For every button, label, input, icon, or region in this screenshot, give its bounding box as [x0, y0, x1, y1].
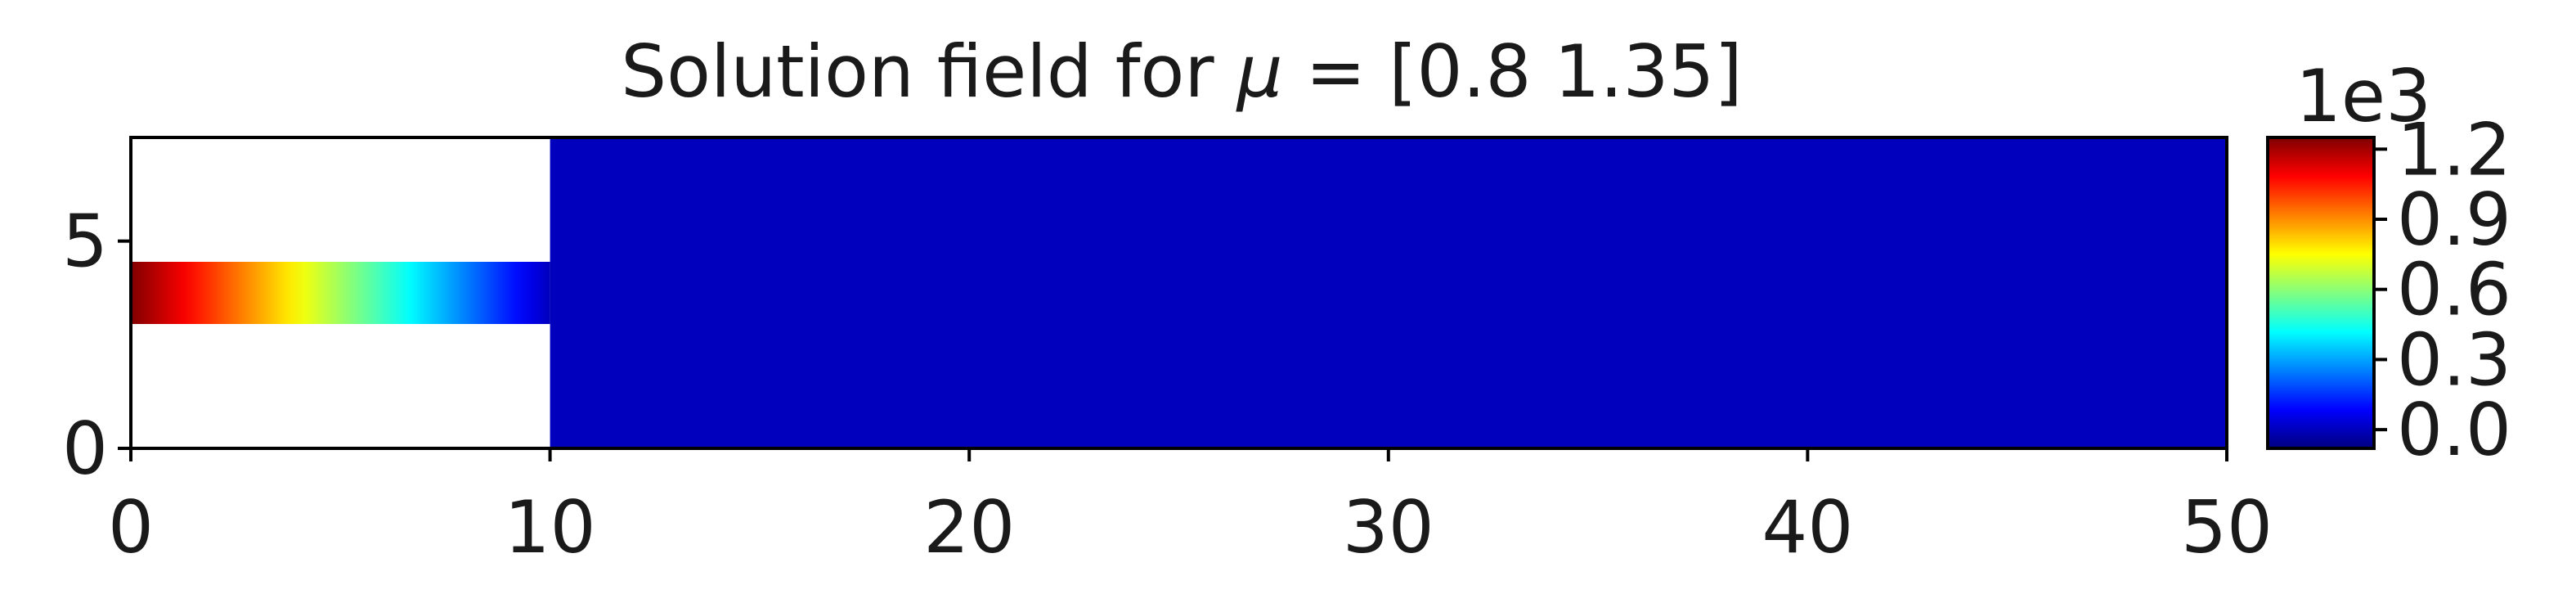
plot-frame	[129, 136, 2228, 450]
y-tick-label: 5	[62, 200, 108, 284]
colorbar-gradient	[2266, 136, 2376, 450]
colorbar-scale-label: 1e3	[2296, 54, 2431, 138]
y-axis: 05	[62, 200, 131, 491]
chart-title-suffix: = [0.8 1.35]	[1283, 29, 1743, 114]
y-tick-label: 0	[62, 407, 108, 491]
inlet-channel-field	[131, 262, 550, 324]
colorbar-tick-label: 0.3	[2397, 317, 2511, 402]
chart-title-symbol: μ	[1236, 29, 1283, 114]
chart-title: Solution field for μ = [0.8 1.35]	[621, 29, 1743, 114]
main-region-field	[550, 137, 2227, 448]
colorbar-tick-label: 0.9	[2397, 178, 2511, 262]
colorbar-tick-label: 1.2	[2397, 107, 2511, 191]
x-tick-label: 20	[923, 485, 1015, 569]
colorbar-tick-label: 0.0	[2397, 388, 2511, 472]
colorbar: 0.00.30.60.91.2	[2266, 107, 2511, 472]
field-layer	[131, 137, 2227, 448]
x-tick-label: 10	[505, 485, 596, 569]
chart-title-prefix: Solution field for	[621, 29, 1236, 114]
x-tick-label: 50	[2181, 485, 2273, 569]
colorbar-tick-label: 0.6	[2397, 248, 2511, 332]
x-tick-label: 0	[108, 485, 154, 569]
x-axis: 0 10 20 30 40 50	[108, 448, 2273, 569]
x-tick-label: 30	[1343, 485, 1434, 569]
x-tick-label: 40	[1761, 485, 1853, 569]
